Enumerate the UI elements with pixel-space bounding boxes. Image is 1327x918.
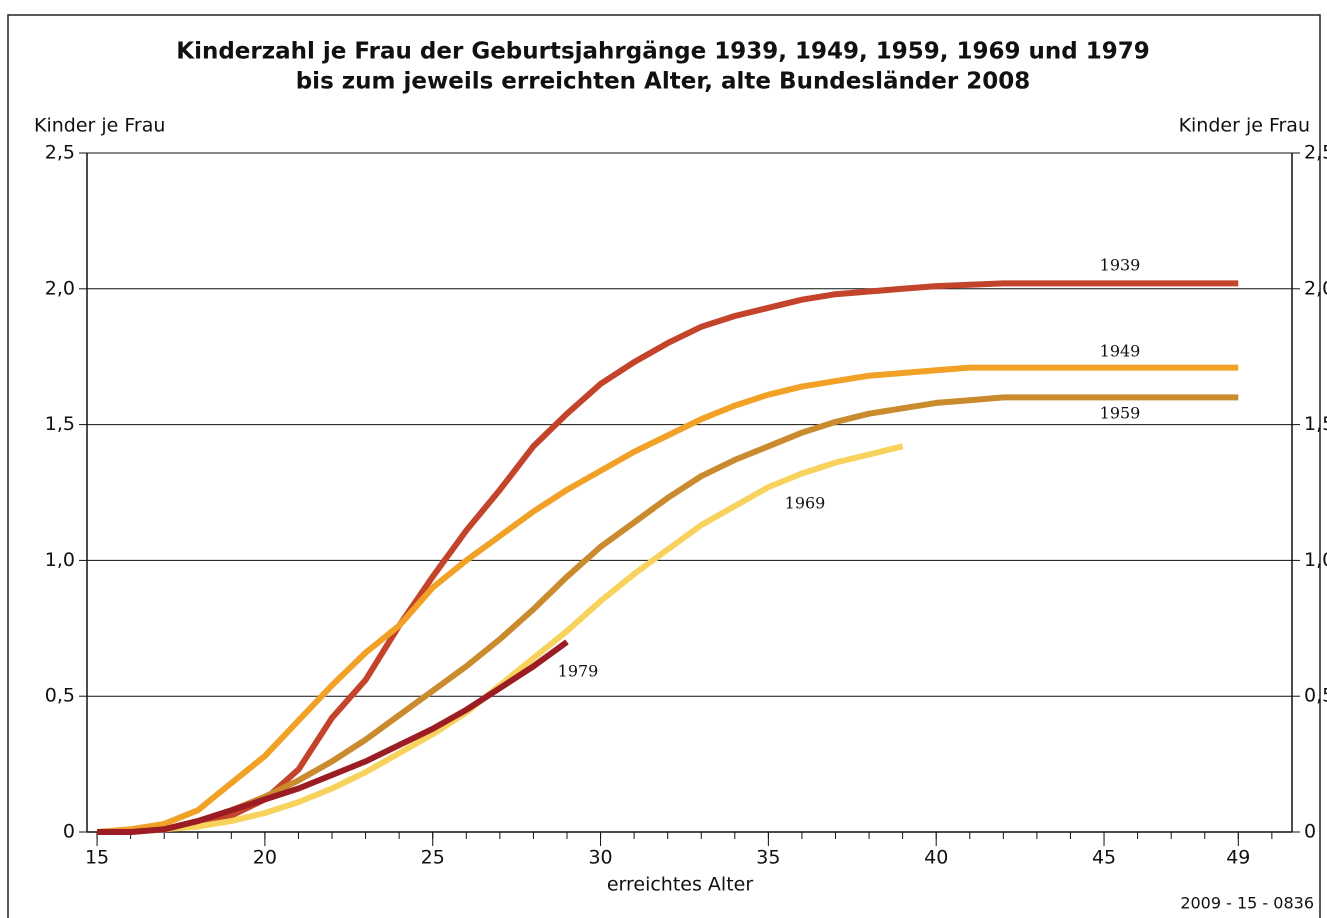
y-tick-label: 0,5: [1304, 685, 1327, 707]
y-tick-label: 1,0: [45, 549, 75, 571]
chart-title: bis zum jeweils erreichten Alter, alte B…: [296, 69, 1031, 95]
series-line: [97, 394, 1239, 835]
series-label: 1949: [1100, 342, 1141, 361]
y-tick-label: 1,5: [45, 413, 75, 435]
x-tick-label: 20: [253, 847, 277, 869]
series-label: 1969: [785, 494, 826, 513]
series-label: 1939: [1100, 256, 1141, 275]
y-tick-label: 0,5: [45, 685, 75, 707]
chart-title: Kinderzahl je Frau der Geburtsjahrgänge …: [176, 39, 1149, 65]
y-tick-label: 0: [63, 821, 75, 843]
y-tick-label: 2,0: [1304, 277, 1327, 299]
series-label: 1959: [1100, 404, 1141, 423]
x-tick-label: 30: [588, 847, 612, 869]
x-tick-label: 15: [85, 847, 109, 869]
x-tick-label: 35: [756, 847, 780, 869]
y-axis-label: Kinder je Frau: [1179, 115, 1310, 137]
y-tick-label: 2,5: [45, 142, 75, 164]
y-axis-label: Kinder je Frau: [34, 115, 165, 137]
series-label: 1979: [558, 662, 599, 681]
series-line: [97, 280, 1239, 835]
x-tick-label: 25: [421, 847, 445, 869]
x-tick-label: 45: [1092, 847, 1116, 869]
x-tick-label: 40: [924, 847, 948, 869]
y-tick-label: 1,5: [1304, 413, 1327, 435]
series-line: [96, 364, 1239, 835]
source: 2009 - 15 - 0836: [1180, 894, 1314, 913]
y-tick-label: 1,0: [1304, 549, 1327, 571]
x-axis-label: erreichtes Alter: [607, 874, 754, 896]
series-line: [97, 639, 569, 835]
x-tick-label: 49: [1226, 847, 1250, 869]
y-tick-label: 2,5: [1304, 142, 1327, 164]
y-tick-label: 0: [1304, 821, 1316, 843]
frame: [7, 14, 1321, 918]
y-tick-label: 2,0: [45, 277, 75, 299]
